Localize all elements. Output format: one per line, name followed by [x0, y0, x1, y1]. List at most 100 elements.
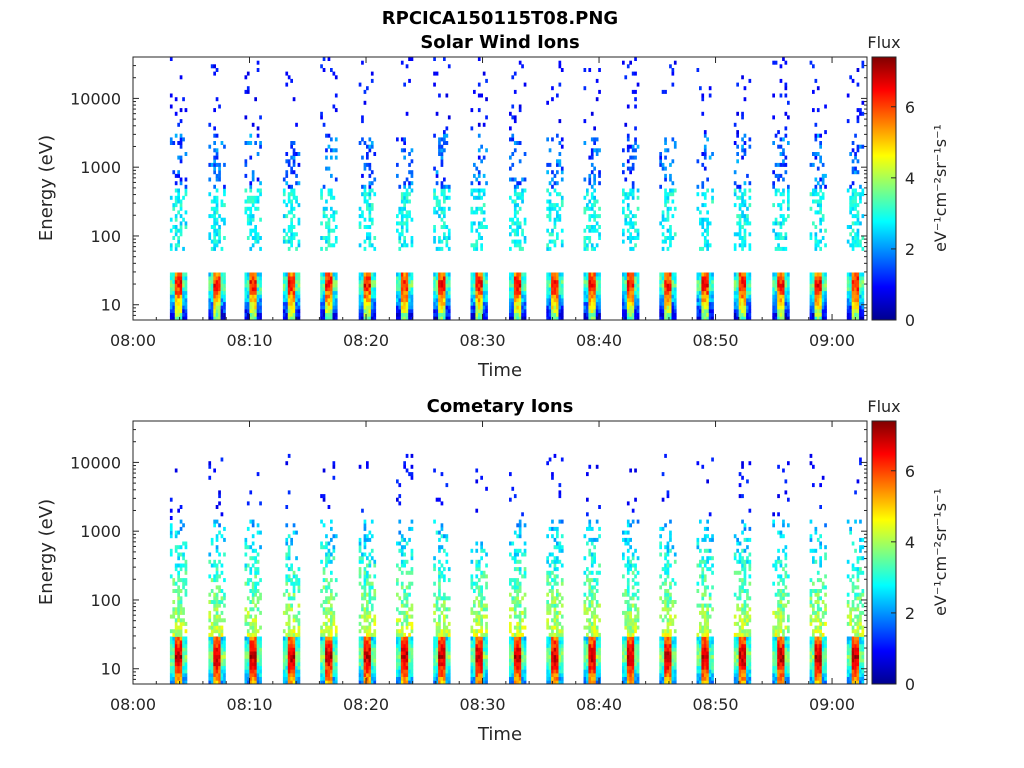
- spectrogram-cell: [551, 137, 554, 142]
- spectrogram-cell: [518, 192, 522, 197]
- spectrogram-cell: [292, 148, 296, 153]
- spectrogram-cell: [583, 287, 587, 292]
- spectrogram-cell: [290, 283, 293, 288]
- spectrogram-cell: [213, 647, 216, 652]
- spectrogram-cell: [210, 301, 214, 306]
- spectrogram-cell: [177, 170, 180, 175]
- spectrogram-cell: [548, 210, 552, 215]
- spectrogram-cell: [182, 578, 185, 583]
- spectrogram-cell: [634, 71, 637, 76]
- spectrogram-cell: [244, 199, 248, 204]
- spectrogram-cell: [210, 537, 214, 542]
- spectrogram-cell: [849, 279, 852, 284]
- spectrogram-cell: [516, 217, 519, 222]
- spectrogram-cell: [701, 272, 705, 277]
- spectrogram-cell: [251, 173, 255, 178]
- spectrogram-cell: [282, 658, 286, 663]
- spectrogram-cell: [523, 188, 527, 193]
- spectrogram-cell: [443, 236, 446, 240]
- spectrogram-cell: [218, 600, 221, 604]
- spectrogram-cell: [516, 184, 519, 189]
- spectrogram-cell: [408, 162, 411, 167]
- spectrogram-cell: [174, 246, 178, 251]
- spectrogram-cell: [256, 589, 260, 593]
- spectrogram-cell: [819, 309, 822, 313]
- spectrogram-cell: [819, 316, 822, 321]
- spectrogram-cell: [482, 290, 486, 295]
- spectrogram-cell: [518, 309, 522, 313]
- spectrogram-cell: [738, 217, 742, 222]
- spectrogram-cell: [246, 309, 250, 313]
- spectrogram-cell: [210, 589, 214, 593]
- spectrogram-cell: [553, 203, 557, 208]
- spectrogram-cell: [373, 640, 377, 645]
- spectrogram-cell: [297, 643, 301, 648]
- spectrogram-cell: [366, 203, 369, 208]
- spectrogram-cell: [708, 287, 712, 292]
- spectrogram-cell: [218, 283, 221, 288]
- spectrogram-cell: [560, 195, 564, 200]
- spectrogram-cell: [821, 236, 825, 240]
- spectrogram-cell: [218, 494, 221, 499]
- spectrogram-cell: [213, 574, 216, 579]
- spectrogram-cell: [629, 225, 632, 229]
- spectrogram-cell: [220, 625, 224, 630]
- spectrogram-cell: [259, 316, 262, 321]
- spectrogram-cell: [438, 581, 441, 586]
- spectrogram-cell: [361, 119, 364, 124]
- spectrogram-cell: [636, 316, 640, 321]
- spectrogram-cell: [368, 592, 372, 597]
- spectrogram-cell: [398, 206, 402, 211]
- spectrogram-cell: [787, 115, 790, 120]
- spectrogram-cell: [513, 301, 517, 306]
- spectrogram-cell: [213, 592, 216, 597]
- spectrogram-cell: [184, 654, 188, 659]
- spectrogram-cell: [405, 662, 409, 667]
- spectrogram-cell: [363, 100, 367, 105]
- spectrogram-cell: [325, 680, 328, 685]
- spectrogram-cell: [701, 181, 705, 186]
- spectrogram-cell: [708, 221, 712, 226]
- spectrogram-cell: [172, 309, 176, 313]
- spectrogram-cell: [184, 636, 188, 641]
- spectrogram-cell: [588, 214, 592, 219]
- spectrogram-cell: [246, 596, 250, 601]
- spectrogram-cell: [736, 133, 739, 138]
- spectrogram-cell: [410, 556, 414, 561]
- spectrogram-cell: [443, 206, 446, 211]
- spectrogram-cell: [366, 152, 369, 156]
- spectrogram-cell: [624, 214, 628, 219]
- spectrogram-cell: [403, 589, 406, 593]
- spectrogram-cell: [174, 312, 178, 317]
- spectrogram-cell: [290, 680, 293, 685]
- spectrogram-cell: [370, 279, 374, 284]
- spectrogram-cell: [244, 316, 248, 321]
- spectrogram-cell: [410, 643, 414, 648]
- spectrogram-cell: [666, 283, 670, 288]
- spectrogram-cell: [706, 309, 709, 313]
- spectrogram-cell: [849, 75, 852, 80]
- spectrogram-cell: [169, 534, 173, 539]
- spectrogram-cell: [821, 195, 825, 200]
- spectrogram-cell: [861, 236, 865, 240]
- spectrogram-cell: [548, 301, 552, 306]
- spectrogram-cell: [408, 614, 411, 619]
- spectrogram-cell: [363, 647, 367, 652]
- spectrogram-cell: [208, 636, 212, 641]
- spectrogram-cell: [470, 680, 474, 685]
- spectrogram-cell: [588, 283, 592, 288]
- spectrogram-cell: [334, 93, 338, 98]
- spectrogram-cell: [292, 188, 296, 193]
- spectrogram-cell: [816, 199, 820, 204]
- spectrogram-cell: [169, 294, 173, 299]
- spectrogram-cell: [622, 312, 625, 317]
- spectrogram-cell: [482, 316, 486, 321]
- spectrogram-cell: [438, 141, 441, 145]
- spectrogram-cell: [325, 206, 328, 211]
- spectrogram-cell: [473, 210, 476, 215]
- spectrogram-cell: [443, 195, 446, 200]
- spectrogram-cell: [287, 676, 291, 681]
- spectrogram-cell: [215, 177, 219, 182]
- spectrogram-cell: [854, 155, 857, 160]
- spectrogram-cell: [814, 137, 818, 142]
